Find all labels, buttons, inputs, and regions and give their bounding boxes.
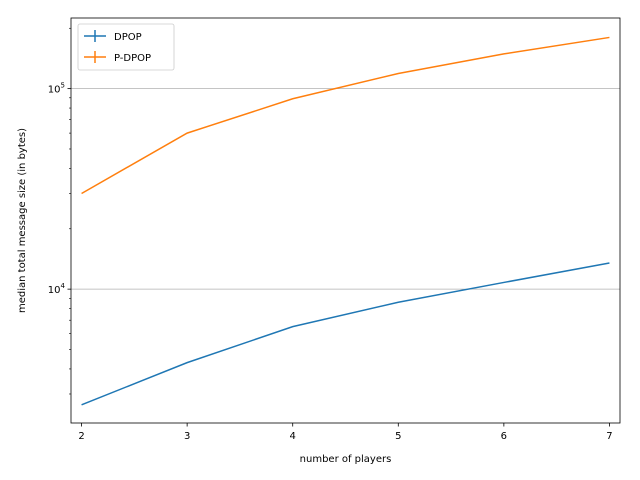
- series-layer: [81, 36, 610, 406]
- plot-frame: [70, 17, 621, 424]
- series-line-dpop: [81, 262, 610, 406]
- x-tick-label: 7: [606, 431, 612, 442]
- y-axis-label: median total message size (in bytes): [17, 128, 28, 313]
- series-line-p-dpop: [81, 36, 610, 195]
- x-tick-label: 2: [78, 431, 84, 442]
- x-tick-label: 6: [501, 431, 507, 442]
- legend: DPOP P-DPOP: [77, 23, 175, 71]
- y-tick-label: 104: [48, 282, 66, 296]
- x-tick-label: 3: [184, 431, 190, 442]
- grid-layer: [71, 88, 620, 290]
- legend-label: DPOP: [114, 32, 142, 43]
- x-tick-label: 4: [290, 431, 296, 442]
- axes-layer: 2 3 4 5 6 7 104 105: [48, 17, 621, 442]
- y-tick-label: 105: [48, 82, 65, 96]
- x-axis-label: number of players: [300, 454, 392, 465]
- x-tick-label: 5: [395, 431, 401, 442]
- legend-label: P-DPOP: [114, 53, 151, 64]
